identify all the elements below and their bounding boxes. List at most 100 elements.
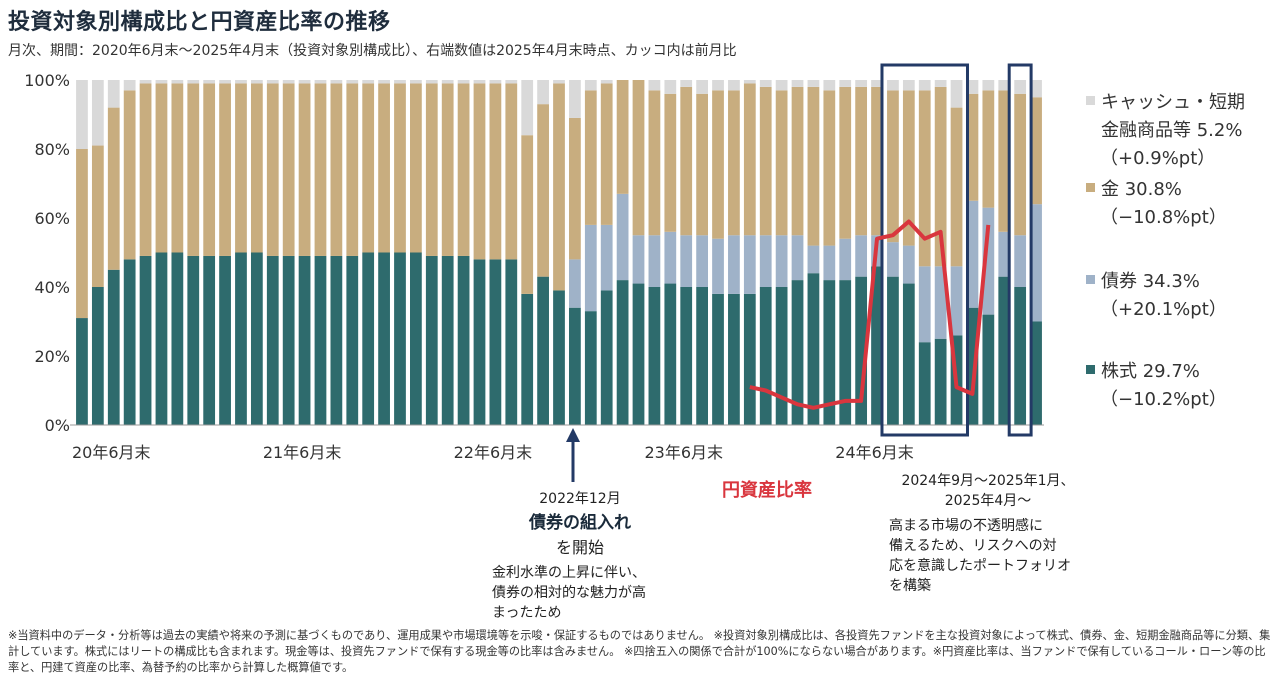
bar-cash — [791, 80, 804, 87]
bar-bond — [743, 235, 756, 294]
page-subtitle: 月次、期間：2020年6月末～2025年4月末（投資対象別構成比）、右端数値は2… — [8, 43, 737, 59]
bar-cash — [282, 80, 295, 84]
bar-cash — [998, 80, 1011, 91]
bar-cash — [505, 80, 518, 84]
bar-stock — [219, 255, 231, 425]
bar-cash — [330, 80, 343, 84]
annotations: 2022年12月債券の組入れを開始金利水準の上昇に伴い、債券の相対的な魅力が高ま… — [492, 428, 1075, 621]
bar-cash — [187, 80, 200, 84]
y-tick-label: 0% — [45, 416, 70, 435]
bar-stock — [1014, 287, 1027, 425]
bar-cash — [378, 80, 390, 84]
bar-cash — [1014, 80, 1027, 94]
bar-gold — [330, 83, 343, 256]
bar-gold — [1030, 97, 1042, 205]
stacked-bars — [76, 80, 1042, 425]
bar-cash — [902, 80, 915, 91]
x-tick-label: 23年6月末 — [644, 443, 723, 462]
legend-label-cash: キャッシュ・短期 — [1101, 92, 1245, 113]
period-note-line: を構築 — [889, 578, 931, 594]
frame-2025-04 — [1007, 63, 1033, 437]
bar-cash — [823, 80, 836, 91]
legend-line-cash: 金融商品等 5.2% — [1101, 120, 1242, 141]
y-tick-label: 80% — [34, 140, 70, 159]
bar-stock — [203, 255, 216, 425]
bar-stock — [791, 280, 804, 425]
bar-bond — [918, 266, 931, 343]
bar-gold — [76, 149, 88, 319]
bar-stock — [91, 287, 104, 425]
legend-swatch-stock — [1086, 365, 1095, 374]
bar-gold — [855, 86, 868, 236]
period-note-date: 2024年9月～2025年1月、 — [901, 473, 1074, 489]
bar-cash — [250, 80, 263, 84]
bar-cash — [950, 80, 963, 108]
bar-cash — [600, 80, 613, 84]
bar-gold — [537, 104, 549, 277]
bar-cash — [457, 80, 470, 84]
bar-cash — [235, 80, 247, 84]
bar-cash — [982, 80, 995, 91]
bar-gold — [298, 83, 311, 256]
bar-gold — [759, 86, 772, 236]
bar-cash — [441, 80, 454, 84]
bond-start-note-line: 金利水準の上昇に伴い、 — [492, 565, 646, 581]
bar-stock — [871, 266, 883, 425]
bar-stock — [569, 307, 581, 425]
bar-stock — [743, 293, 756, 425]
bar-cash — [775, 80, 788, 91]
bar-stock — [362, 252, 375, 425]
bar-gold — [616, 80, 629, 194]
bar-cash — [680, 80, 693, 87]
bar-stock — [616, 280, 629, 425]
bar-gold — [346, 83, 359, 256]
bar-cash — [107, 80, 120, 108]
bar-cash — [266, 80, 279, 84]
bar-gold — [807, 86, 820, 246]
period-note-line: 応を意識したポートフォリオ — [889, 557, 1071, 574]
bar-gold — [187, 83, 200, 256]
bar-stock — [394, 252, 406, 425]
bar-cash — [743, 80, 756, 84]
footnote: ※当資料中のデータ・分析等は過去の実績や将来の予測に基づくものであり、運用成果や… — [8, 629, 1271, 674]
bar-cash — [298, 80, 311, 84]
bar-bond — [902, 245, 915, 284]
bar-cash — [934, 80, 947, 87]
bar-cash — [553, 80, 565, 84]
bar-gold — [489, 83, 502, 260]
y-tick-label: 40% — [34, 278, 70, 297]
bar-bond — [823, 245, 836, 281]
bar-stock — [346, 255, 359, 425]
bar-stock — [775, 287, 788, 425]
bar-gold — [839, 86, 852, 239]
bar-stock — [266, 255, 279, 425]
bar-bond — [887, 242, 899, 277]
bar-gold — [569, 117, 581, 260]
bar-bond — [712, 238, 724, 294]
bar-stock — [282, 255, 295, 425]
bar-cash — [871, 80, 883, 87]
bar-cash — [394, 80, 406, 84]
bar-gold — [473, 83, 486, 260]
bar-gold — [314, 83, 327, 256]
bar-stock — [664, 283, 677, 425]
bar-cash — [314, 80, 327, 84]
legend: キャッシュ・短期金融商品等 5.2% （+0.9%pt） 金 30.8% （−10.8… — [1086, 92, 1245, 410]
bar-gold — [966, 93, 979, 201]
bar-stock — [489, 259, 502, 425]
legend-line-gold: （−10.8%pt） — [1100, 207, 1227, 228]
bar-stock — [235, 252, 247, 425]
bar-cash — [712, 80, 724, 91]
bar-cash — [887, 80, 899, 91]
bar-stock — [378, 252, 390, 425]
bar-gold — [410, 83, 422, 253]
bar-gold — [791, 86, 804, 236]
bar-stock — [839, 280, 852, 425]
bar-stock — [441, 255, 454, 425]
bar-stock — [537, 276, 549, 425]
y-tick-label: 20% — [34, 347, 70, 366]
bar-gold — [1014, 93, 1027, 236]
bar-cash — [648, 80, 661, 91]
bar-gold — [425, 83, 438, 256]
bar-stock — [934, 338, 947, 425]
